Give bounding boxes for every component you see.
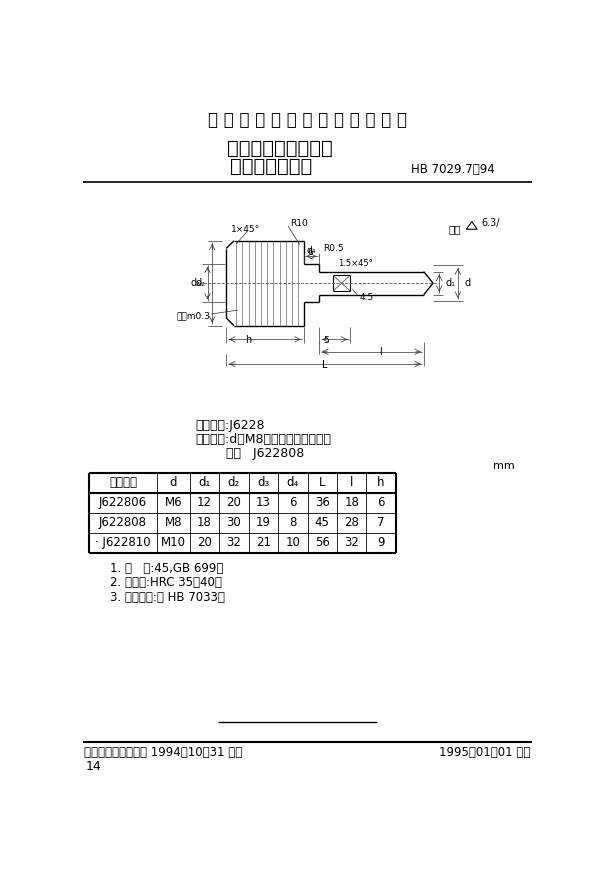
Text: R0.5: R0.5 — [323, 244, 344, 253]
Text: HB 7029.7－94: HB 7029.7－94 — [410, 163, 494, 176]
Text: 带凸肩滚花螺钉: 带凸肩滚花螺钉 — [230, 156, 312, 176]
Text: 夹具通用元件紧固件: 夹具通用元件紧固件 — [227, 139, 333, 158]
Text: M6: M6 — [164, 496, 182, 509]
Text: 45: 45 — [315, 516, 329, 530]
Text: 20: 20 — [226, 496, 241, 509]
Text: d₂: d₂ — [196, 278, 206, 288]
Text: 56: 56 — [315, 537, 329, 549]
Text: 2. 热处理:HRC 35～40。: 2. 热处理:HRC 35～40。 — [110, 576, 222, 590]
Text: 中国航空工业总公司 1994－10－31 发布: 中国航空工业总公司 1994－10－31 发布 — [84, 746, 242, 759]
Text: 标记示例:d＝M8的带凸肩滚花螺钉：: 标记示例:d＝M8的带凸肩滚花螺钉： — [195, 433, 331, 446]
Text: 中 华 人 民 共 和 国 航 空 工 业 标 准: 中 华 人 民 共 和 国 航 空 工 业 标 准 — [208, 110, 407, 129]
Text: 14: 14 — [86, 760, 101, 774]
Text: 19: 19 — [256, 516, 271, 530]
Text: 13: 13 — [256, 496, 271, 509]
Text: mm: mm — [493, 461, 515, 471]
Text: 螺钉   J622808: 螺钉 J622808 — [226, 446, 304, 460]
Text: 28: 28 — [344, 516, 359, 530]
Text: h: h — [377, 476, 385, 489]
Text: 4.5: 4.5 — [359, 293, 374, 301]
Text: d₃: d₃ — [190, 278, 200, 288]
Text: 18: 18 — [197, 516, 212, 530]
Text: 1995－01－01 实施: 1995－01－01 实施 — [439, 746, 531, 759]
Text: L: L — [322, 360, 328, 370]
Text: M8: M8 — [164, 516, 182, 530]
Text: L: L — [319, 476, 325, 489]
Text: d₃: d₃ — [257, 476, 269, 489]
Text: 6: 6 — [289, 496, 296, 509]
Text: d₂: d₂ — [228, 476, 240, 489]
Text: l: l — [350, 476, 353, 489]
Text: 其余: 其余 — [448, 225, 461, 234]
Text: 10: 10 — [286, 537, 300, 549]
Text: 21: 21 — [256, 537, 271, 549]
Text: 3. 技术条件:按 HB 7033。: 3. 技术条件:按 HB 7033。 — [110, 591, 225, 604]
Text: 32: 32 — [344, 537, 359, 549]
Text: d: d — [170, 476, 177, 489]
Text: 5: 5 — [323, 336, 329, 345]
Text: 8: 8 — [289, 516, 296, 530]
Text: 32: 32 — [226, 537, 241, 549]
Text: · J622810: · J622810 — [95, 537, 151, 549]
Text: 标记代号: 标记代号 — [109, 476, 137, 489]
Text: 6: 6 — [377, 496, 385, 509]
Text: 36: 36 — [315, 496, 329, 509]
Text: 7: 7 — [377, 516, 385, 530]
Text: 30: 30 — [227, 516, 241, 530]
Text: d₄: d₄ — [287, 476, 299, 489]
Text: 1. 材   料:45,GB 699。: 1. 材 料:45,GB 699。 — [110, 561, 223, 575]
Text: d₄: d₄ — [307, 246, 316, 255]
Text: l: l — [379, 347, 382, 357]
Text: 20: 20 — [197, 537, 212, 549]
Text: 分类代号:J6228: 分类代号:J6228 — [195, 419, 265, 432]
Text: 直纹m0.3: 直纹m0.3 — [177, 311, 211, 320]
Text: d₁: d₁ — [198, 476, 211, 489]
Text: d₁: d₁ — [445, 278, 455, 288]
Text: J622808: J622808 — [99, 516, 147, 530]
Text: 9: 9 — [377, 537, 385, 549]
Text: M10: M10 — [161, 537, 186, 549]
Text: R10: R10 — [290, 218, 307, 227]
Text: 1×45°: 1×45° — [231, 225, 260, 233]
Text: 1.5×45°: 1.5×45° — [338, 259, 373, 269]
Text: J622806: J622806 — [99, 496, 147, 509]
Text: h: h — [245, 335, 251, 345]
Text: 6: 6 — [308, 248, 313, 257]
Text: d: d — [464, 278, 470, 288]
Text: 6.3/: 6.3/ — [482, 218, 500, 228]
Text: 18: 18 — [344, 496, 359, 509]
Text: 12: 12 — [197, 496, 212, 509]
